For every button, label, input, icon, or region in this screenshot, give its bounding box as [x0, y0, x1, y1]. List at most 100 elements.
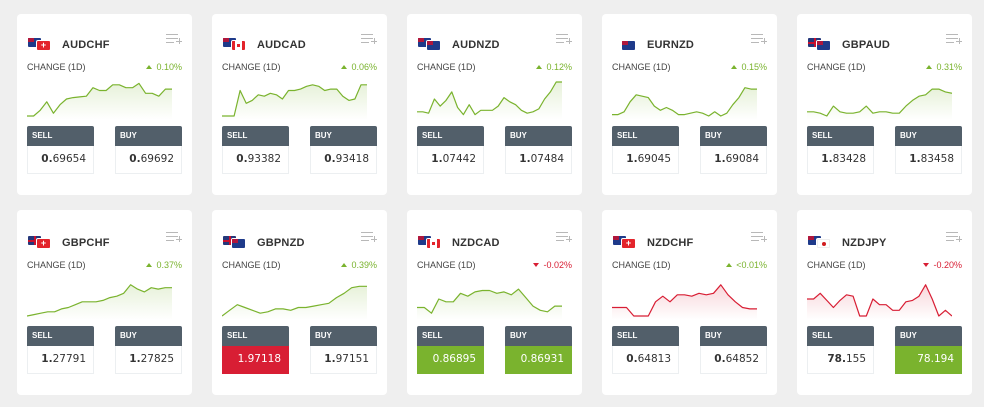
currency-card-audnzd[interactable]: AUDNZD CHANGE (1D) 0.12% SELL 1.07442 BU… — [407, 14, 582, 195]
currency-card-nzdcad[interactable]: NZDCAD CHANGE (1D) -0.02% SELL 0.86895 B… — [407, 210, 582, 395]
currency-flags — [808, 38, 832, 52]
buy-price: 0.86931 — [505, 346, 572, 374]
change-row: CHANGE (1D) 0.31% — [807, 60, 962, 74]
quote-buttons: SELL 1.83428 BUY 1.83458 — [807, 126, 962, 174]
add-to-watchlist-icon[interactable] — [556, 230, 572, 244]
sell-label: SELL — [417, 126, 484, 146]
change-label: CHANGE (1D) — [612, 260, 671, 270]
buy-button[interactable]: BUY 1.69084 — [700, 126, 767, 174]
change-label: CHANGE (1D) — [27, 260, 86, 270]
sparkline-chart — [417, 81, 562, 120]
buy-button[interactable]: BUY 0.86931 — [505, 326, 572, 374]
base-flag-icon — [223, 236, 236, 245]
quote-buttons: SELL 1.27791 BUY 1.27825 — [27, 326, 182, 374]
sell-price: 0.93382 — [222, 146, 289, 174]
currency-flags — [28, 38, 52, 53]
change-direction-icon — [146, 65, 153, 69]
buy-button[interactable]: BUY 1.27825 — [115, 326, 182, 374]
currency-card-gbpchf[interactable]: GBPCHF CHANGE (1D) 0.37% SELL 1.27791 BU… — [17, 210, 192, 395]
sparkline-chart — [222, 84, 367, 120]
sell-label: SELL — [27, 326, 94, 346]
change-row: CHANGE (1D) 0.39% — [222, 258, 377, 272]
pair-name: NZDJPY — [842, 237, 887, 249]
sell-label: SELL — [612, 126, 679, 146]
buy-button[interactable]: BUY 0.64852 — [700, 326, 767, 374]
change-row: CHANGE (1D) 0.12% — [417, 60, 572, 74]
buy-button[interactable]: BUY 1.07484 — [505, 126, 572, 174]
buy-button[interactable]: BUY 1.83458 — [895, 126, 962, 174]
sell-button[interactable]: SELL 0.69654 — [27, 126, 94, 174]
currency-card-audcad[interactable]: AUDCAD CHANGE (1D) 0.06% SELL 0.93382 BU… — [212, 14, 387, 195]
change-direction-icon — [533, 263, 540, 267]
add-to-watchlist-icon[interactable] — [361, 230, 377, 244]
add-to-watchlist-icon[interactable] — [166, 230, 182, 244]
sell-button[interactable]: SELL 1.97118 — [222, 326, 289, 374]
change-label: CHANGE (1D) — [417, 260, 476, 270]
add-to-watchlist-icon[interactable] — [751, 230, 767, 244]
add-to-watchlist-icon[interactable] — [166, 32, 182, 46]
currency-card-gbpnzd[interactable]: GBPNZD CHANGE (1D) 0.39% SELL 1.97118 BU… — [212, 210, 387, 395]
buy-price: 1.07484 — [505, 146, 572, 174]
sell-button[interactable]: SELL 1.27791 — [27, 326, 94, 374]
sell-button[interactable]: SELL 1.83428 — [807, 126, 874, 174]
change-label: CHANGE (1D) — [807, 260, 866, 270]
sell-button[interactable]: SELL 1.07442 — [417, 126, 484, 174]
sell-label: SELL — [27, 126, 94, 146]
sell-price: 1.69045 — [612, 146, 679, 174]
sparkline-chart — [612, 87, 757, 120]
quote-flag-icon — [427, 239, 440, 248]
currency-card-nzdchf[interactable]: NZDCHF CHANGE (1D) <0.01% SELL 0.64813 B… — [602, 210, 777, 395]
sell-button[interactable]: SELL 0.86895 — [417, 326, 484, 374]
currency-card-eurnzd[interactable]: EURNZD CHANGE (1D) 0.15% SELL 1.69045 BU… — [602, 14, 777, 195]
add-to-watchlist-icon[interactable] — [556, 32, 572, 46]
pair-name: AUDCAD — [257, 39, 306, 51]
buy-price: 1.83458 — [895, 146, 962, 174]
change-value: -0.20% — [923, 260, 962, 270]
buy-button[interactable]: BUY 78.194 — [895, 326, 962, 374]
add-to-watchlist-icon[interactable] — [751, 32, 767, 46]
add-to-watchlist-icon[interactable] — [946, 230, 962, 244]
sell-button[interactable]: SELL 0.64813 — [612, 326, 679, 374]
buy-button[interactable]: BUY 1.97151 — [310, 326, 377, 374]
card-header: NZDCAD — [417, 228, 572, 258]
currency-card-nzdjpy[interactable]: NZDJPY CHANGE (1D) -0.20% SELL 78.155 BU… — [797, 210, 972, 395]
currency-flags — [418, 236, 442, 250]
change-direction-icon — [341, 65, 348, 69]
change-label: CHANGE (1D) — [222, 260, 281, 270]
quote-flag-icon — [622, 41, 635, 50]
buy-label: BUY — [505, 126, 572, 146]
quote-flag-icon — [37, 38, 50, 53]
quote-buttons: SELL 0.86895 BUY 0.86931 — [417, 326, 572, 374]
sell-label: SELL — [807, 126, 874, 146]
sell-button[interactable]: SELL 78.155 — [807, 326, 874, 374]
sell-price: 0.86895 — [417, 346, 484, 374]
currency-card-gbpaud[interactable]: GBPAUD CHANGE (1D) 0.31% SELL 1.83428 BU… — [797, 14, 972, 195]
card-header: GBPNZD — [222, 228, 377, 258]
change-row: CHANGE (1D) -0.02% — [417, 258, 572, 272]
sell-button[interactable]: SELL 1.69045 — [612, 126, 679, 174]
change-value: 0.31% — [926, 62, 962, 72]
buy-label: BUY — [115, 326, 182, 346]
change-row: CHANGE (1D) 0.15% — [612, 60, 767, 74]
pair-name: GBPAUD — [842, 39, 891, 51]
add-to-watchlist-icon[interactable] — [946, 32, 962, 46]
card-header: AUDCAD — [222, 30, 377, 60]
change-label: CHANGE (1D) — [417, 62, 476, 72]
add-to-watchlist-icon[interactable] — [361, 32, 377, 46]
base-flag-icon — [28, 38, 41, 47]
card-header: NZDJPY — [807, 228, 962, 258]
change-direction-icon — [146, 263, 153, 267]
sell-label: SELL — [222, 126, 289, 146]
pair-name: AUDCHF — [62, 39, 110, 51]
currency-card-audchf[interactable]: AUDCHF CHANGE (1D) 0.10% SELL 0.69654 BU… — [17, 14, 192, 195]
quote-flag-icon — [622, 236, 635, 251]
change-row: CHANGE (1D) 0.37% — [27, 258, 182, 272]
pair-name: AUDNZD — [452, 39, 500, 51]
quote-flag-icon — [232, 239, 245, 248]
change-value: 0.12% — [536, 62, 572, 72]
buy-button[interactable]: BUY 0.69692 — [115, 126, 182, 174]
sell-button[interactable]: SELL 0.93382 — [222, 126, 289, 174]
buy-button[interactable]: BUY 0.93418 — [310, 126, 377, 174]
quote-flag-icon — [427, 41, 440, 50]
sparkline-chart — [222, 285, 367, 320]
